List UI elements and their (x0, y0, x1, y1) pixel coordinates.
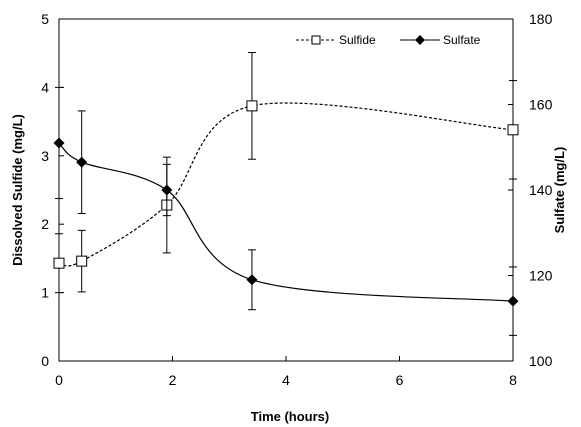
legend-sulfate-label: Sulfate (443, 33, 481, 47)
y2-tick-label: 180 (529, 11, 553, 27)
y-tick-label: 5 (41, 11, 49, 27)
sulfide-point (246, 100, 258, 112)
ticks: 0 1 2 3 4 5 100 120 140 160 180 0 2 4 6 8 (41, 11, 552, 388)
x-tick-label: 6 (396, 372, 404, 388)
sulfide-point (53, 257, 65, 269)
sulfate-point (53, 137, 65, 149)
x-axis-title: Time (hours) (251, 409, 330, 424)
y-tick-label: 4 (41, 79, 49, 95)
sulfide-point (76, 255, 88, 267)
series (53, 52, 519, 336)
y2-tick-label: 160 (529, 97, 553, 113)
sulfate-point (161, 184, 173, 196)
y2-tick-label: 120 (529, 268, 553, 284)
legend-sulfate-marker (415, 35, 425, 45)
x-tick-label: 2 (169, 372, 177, 388)
plot-frame (58, 18, 514, 362)
x-tick-label: 8 (509, 372, 517, 388)
legend-sulfide-label: Sulfide (339, 33, 376, 47)
y-tick-label: 0 (41, 353, 49, 369)
sulfate-point (76, 156, 88, 168)
y2-axis-title: Sulfate (mg/L) (552, 147, 567, 234)
legend-sulfide-marker (311, 35, 321, 45)
sulfate-line (58, 142, 514, 302)
axes (58, 18, 514, 362)
sulfate-point (507, 295, 519, 307)
y-tick-label: 3 (41, 148, 49, 164)
sulfide-point (507, 124, 519, 136)
y2-tick-label: 100 (529, 353, 553, 369)
y-tick-label: 1 (41, 285, 49, 301)
y-tick-label: 2 (41, 216, 49, 232)
sulfate-point (246, 274, 258, 286)
y2-tick-label: 140 (529, 182, 553, 198)
legend: Sulfide Sulfate (296, 33, 481, 47)
x-tick-label: 4 (282, 372, 290, 388)
y-axis-title: Dissolved Sulfide (mg/L) (10, 114, 25, 266)
sulfide-line (58, 102, 514, 267)
x-tick-label: 0 (55, 372, 63, 388)
